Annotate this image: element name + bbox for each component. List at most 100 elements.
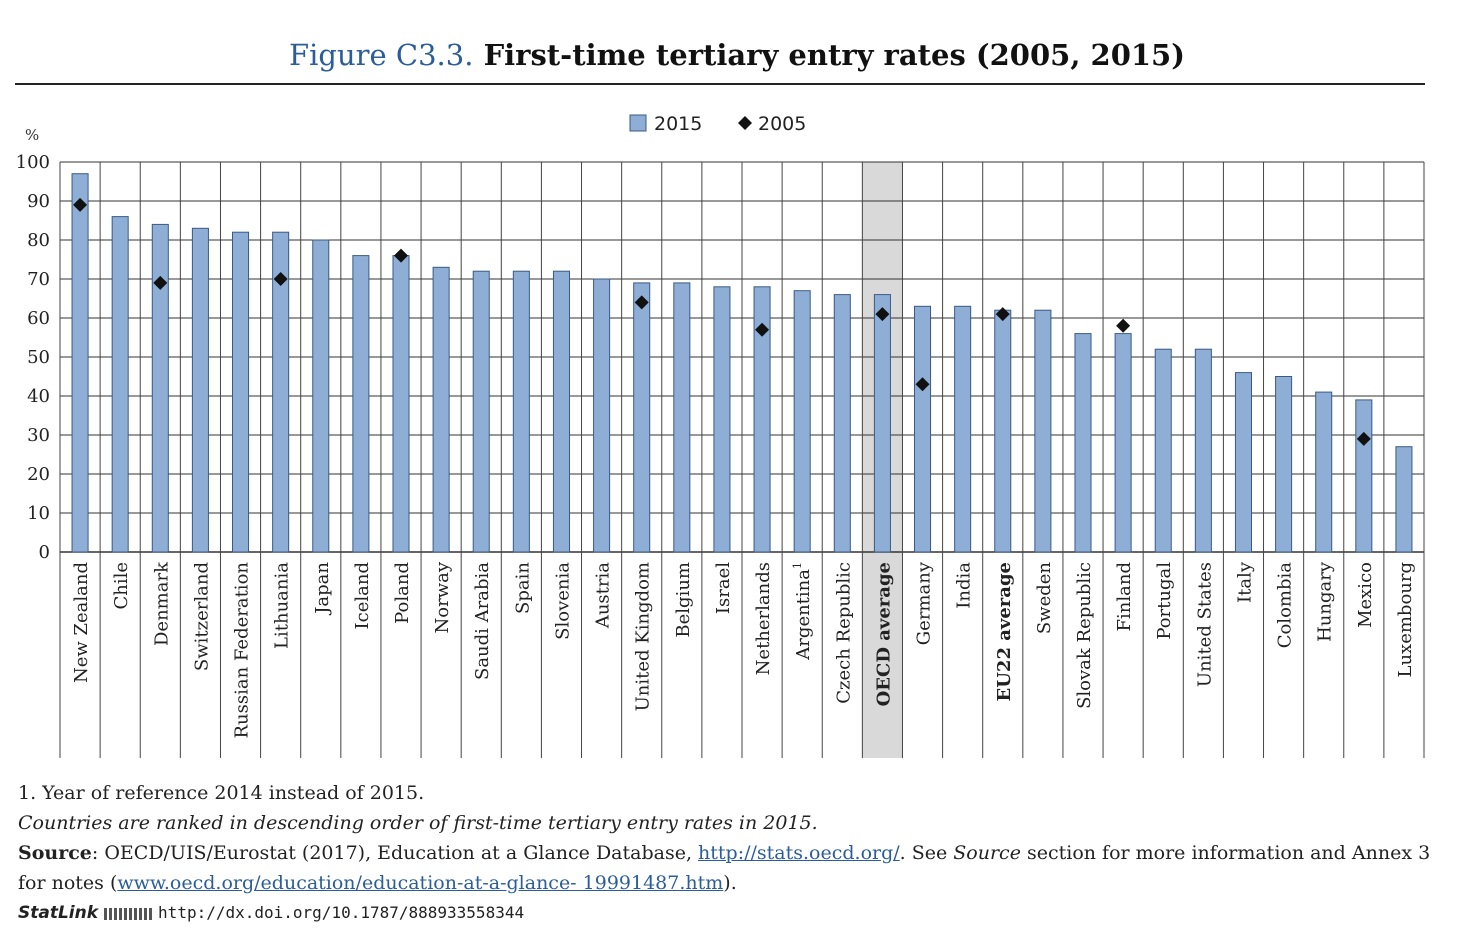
bar-2015	[914, 305, 932, 553]
y-tick-label: 60	[27, 308, 50, 329]
y-tick-label: 50	[27, 347, 50, 368]
category-label: Austria	[593, 562, 614, 629]
bar-2015	[352, 255, 370, 553]
category-label: India	[954, 562, 975, 609]
chart-notes: 1. Year of reference 2014 instead of 201…	[18, 778, 1448, 928]
statlink-label: StatLink	[18, 903, 99, 923]
bar-2015	[552, 270, 570, 553]
bar-2015	[472, 270, 490, 553]
bar-2015	[1355, 399, 1373, 553]
bar-2015	[833, 294, 851, 553]
category-superscript: 1	[791, 562, 804, 569]
legend-marker-2005	[738, 116, 752, 130]
y-tick-label: 70	[27, 269, 50, 290]
category-label: United Kingdom	[633, 562, 654, 711]
category-label: Poland	[392, 562, 413, 624]
statlink-url[interactable]: http://dx.doi.org/10.1787/888933558344	[158, 903, 525, 922]
bar-2015	[753, 286, 771, 553]
category-label: Switzerland	[191, 562, 212, 671]
source-text-1: : OECD/UIS/Eurostat (2017), Education at…	[91, 842, 699, 864]
category-label: EU22 average	[994, 562, 1015, 702]
bar-2015	[392, 255, 410, 553]
legend-swatch-2015	[629, 114, 647, 132]
marker-2005	[73, 197, 88, 212]
y-tick-label: 80	[27, 230, 50, 251]
marker-2005	[1116, 318, 1131, 333]
category-label: New Zealand	[71, 562, 92, 683]
category-label: Japan	[312, 562, 333, 616]
category-label: Portugal	[1154, 562, 1175, 640]
marker-2005	[755, 322, 770, 337]
title-divider	[15, 83, 1425, 85]
category-label: Spain	[512, 562, 533, 614]
marker-2005	[634, 295, 649, 310]
bar-2015	[1114, 333, 1132, 553]
bar-2015	[191, 227, 209, 553]
marker-2005	[153, 275, 168, 290]
category-label: Hungary	[1315, 561, 1336, 642]
category-label: Luxembourg	[1395, 562, 1416, 678]
statlink-row: StatLink http://dx.doi.org/10.1787/888933…	[18, 898, 1448, 928]
category-label: Czech Republic	[833, 562, 854, 704]
marker-2005	[1356, 431, 1371, 446]
y-tick-label: 0	[39, 542, 50, 563]
bar-2015	[593, 278, 611, 553]
bar-2015	[633, 282, 651, 553]
bar-2015	[1395, 446, 1413, 553]
category-label: OECD average	[873, 562, 894, 706]
category-label: Slovak Republic	[1074, 562, 1095, 709]
marker-2005	[273, 272, 288, 286]
category-label: Denmark	[151, 561, 172, 646]
y-axis-label: %	[25, 126, 39, 144]
figure-label: Figure C3.3.	[289, 38, 474, 72]
marker-2005	[875, 307, 890, 322]
source-link-eag[interactable]: www.oecd.org/education/education-at-a-gl…	[117, 872, 724, 894]
category-label: Lithuania	[272, 562, 293, 649]
category-label: Argentina1	[791, 562, 814, 661]
source-link-stats[interactable]: http://stats.oecd.org/	[698, 842, 900, 864]
category-label: Belgium	[673, 562, 694, 638]
figure-title-text: First-time tertiary entry rates (2005, 2…	[483, 38, 1185, 72]
marker-2005	[915, 377, 930, 392]
bar-chart: 0 10 20 30 40 50 60 70 80 90 100% New Zealand Chile D…	[16, 113, 1425, 758]
category-label: Colombia	[1275, 562, 1296, 649]
bar-2015	[432, 266, 450, 553]
marker-2005	[394, 248, 408, 263]
bar-2015	[111, 216, 129, 553]
bar-2015	[71, 173, 89, 553]
statlink-icon	[104, 907, 153, 920]
source-word: Source	[953, 842, 1021, 864]
category-label: Russian Federation	[232, 562, 253, 739]
ranking-note: Countries are ranked in descending order…	[18, 812, 818, 834]
bar-2015	[1315, 391, 1333, 553]
category-label: Mexico	[1355, 562, 1376, 628]
category-label: Slovenia	[552, 562, 573, 640]
bar-2015	[1074, 333, 1092, 553]
bar-2015	[713, 286, 731, 553]
bar-2015	[312, 239, 330, 553]
marker-2005	[995, 307, 1010, 322]
bar-2015	[954, 305, 972, 553]
bar-2015	[1234, 372, 1252, 553]
category-label: Chile	[111, 562, 132, 610]
category-label: Norway	[432, 561, 453, 633]
bar-2015	[151, 223, 169, 553]
category-label: Finland	[1114, 562, 1135, 631]
category-label: Italy	[1234, 561, 1255, 603]
y-tick-label: 10	[27, 503, 50, 524]
category-label: Saudi Arabia	[472, 562, 493, 680]
source-note: Source: OECD/UIS/Eurostat (2017), Educat…	[18, 838, 1448, 898]
bar-2015	[1154, 348, 1172, 553]
source-label: Source	[18, 842, 92, 864]
bar-2015	[793, 290, 811, 553]
y-tick-label: 100	[16, 152, 50, 173]
chart-title: Figure C3.3. First-time tertiary entry r…	[0, 38, 1474, 72]
legend-label-2005: 2005	[758, 113, 806, 135]
bar-2015	[873, 294, 891, 553]
category-label: Germany	[914, 561, 935, 645]
bar-2015	[994, 309, 1012, 553]
y-tick-label: 20	[27, 464, 50, 485]
bar-2015	[232, 231, 250, 553]
category-label: Israel	[713, 562, 734, 614]
source-text-3: section for more information and Annex 3…	[18, 842, 1431, 894]
